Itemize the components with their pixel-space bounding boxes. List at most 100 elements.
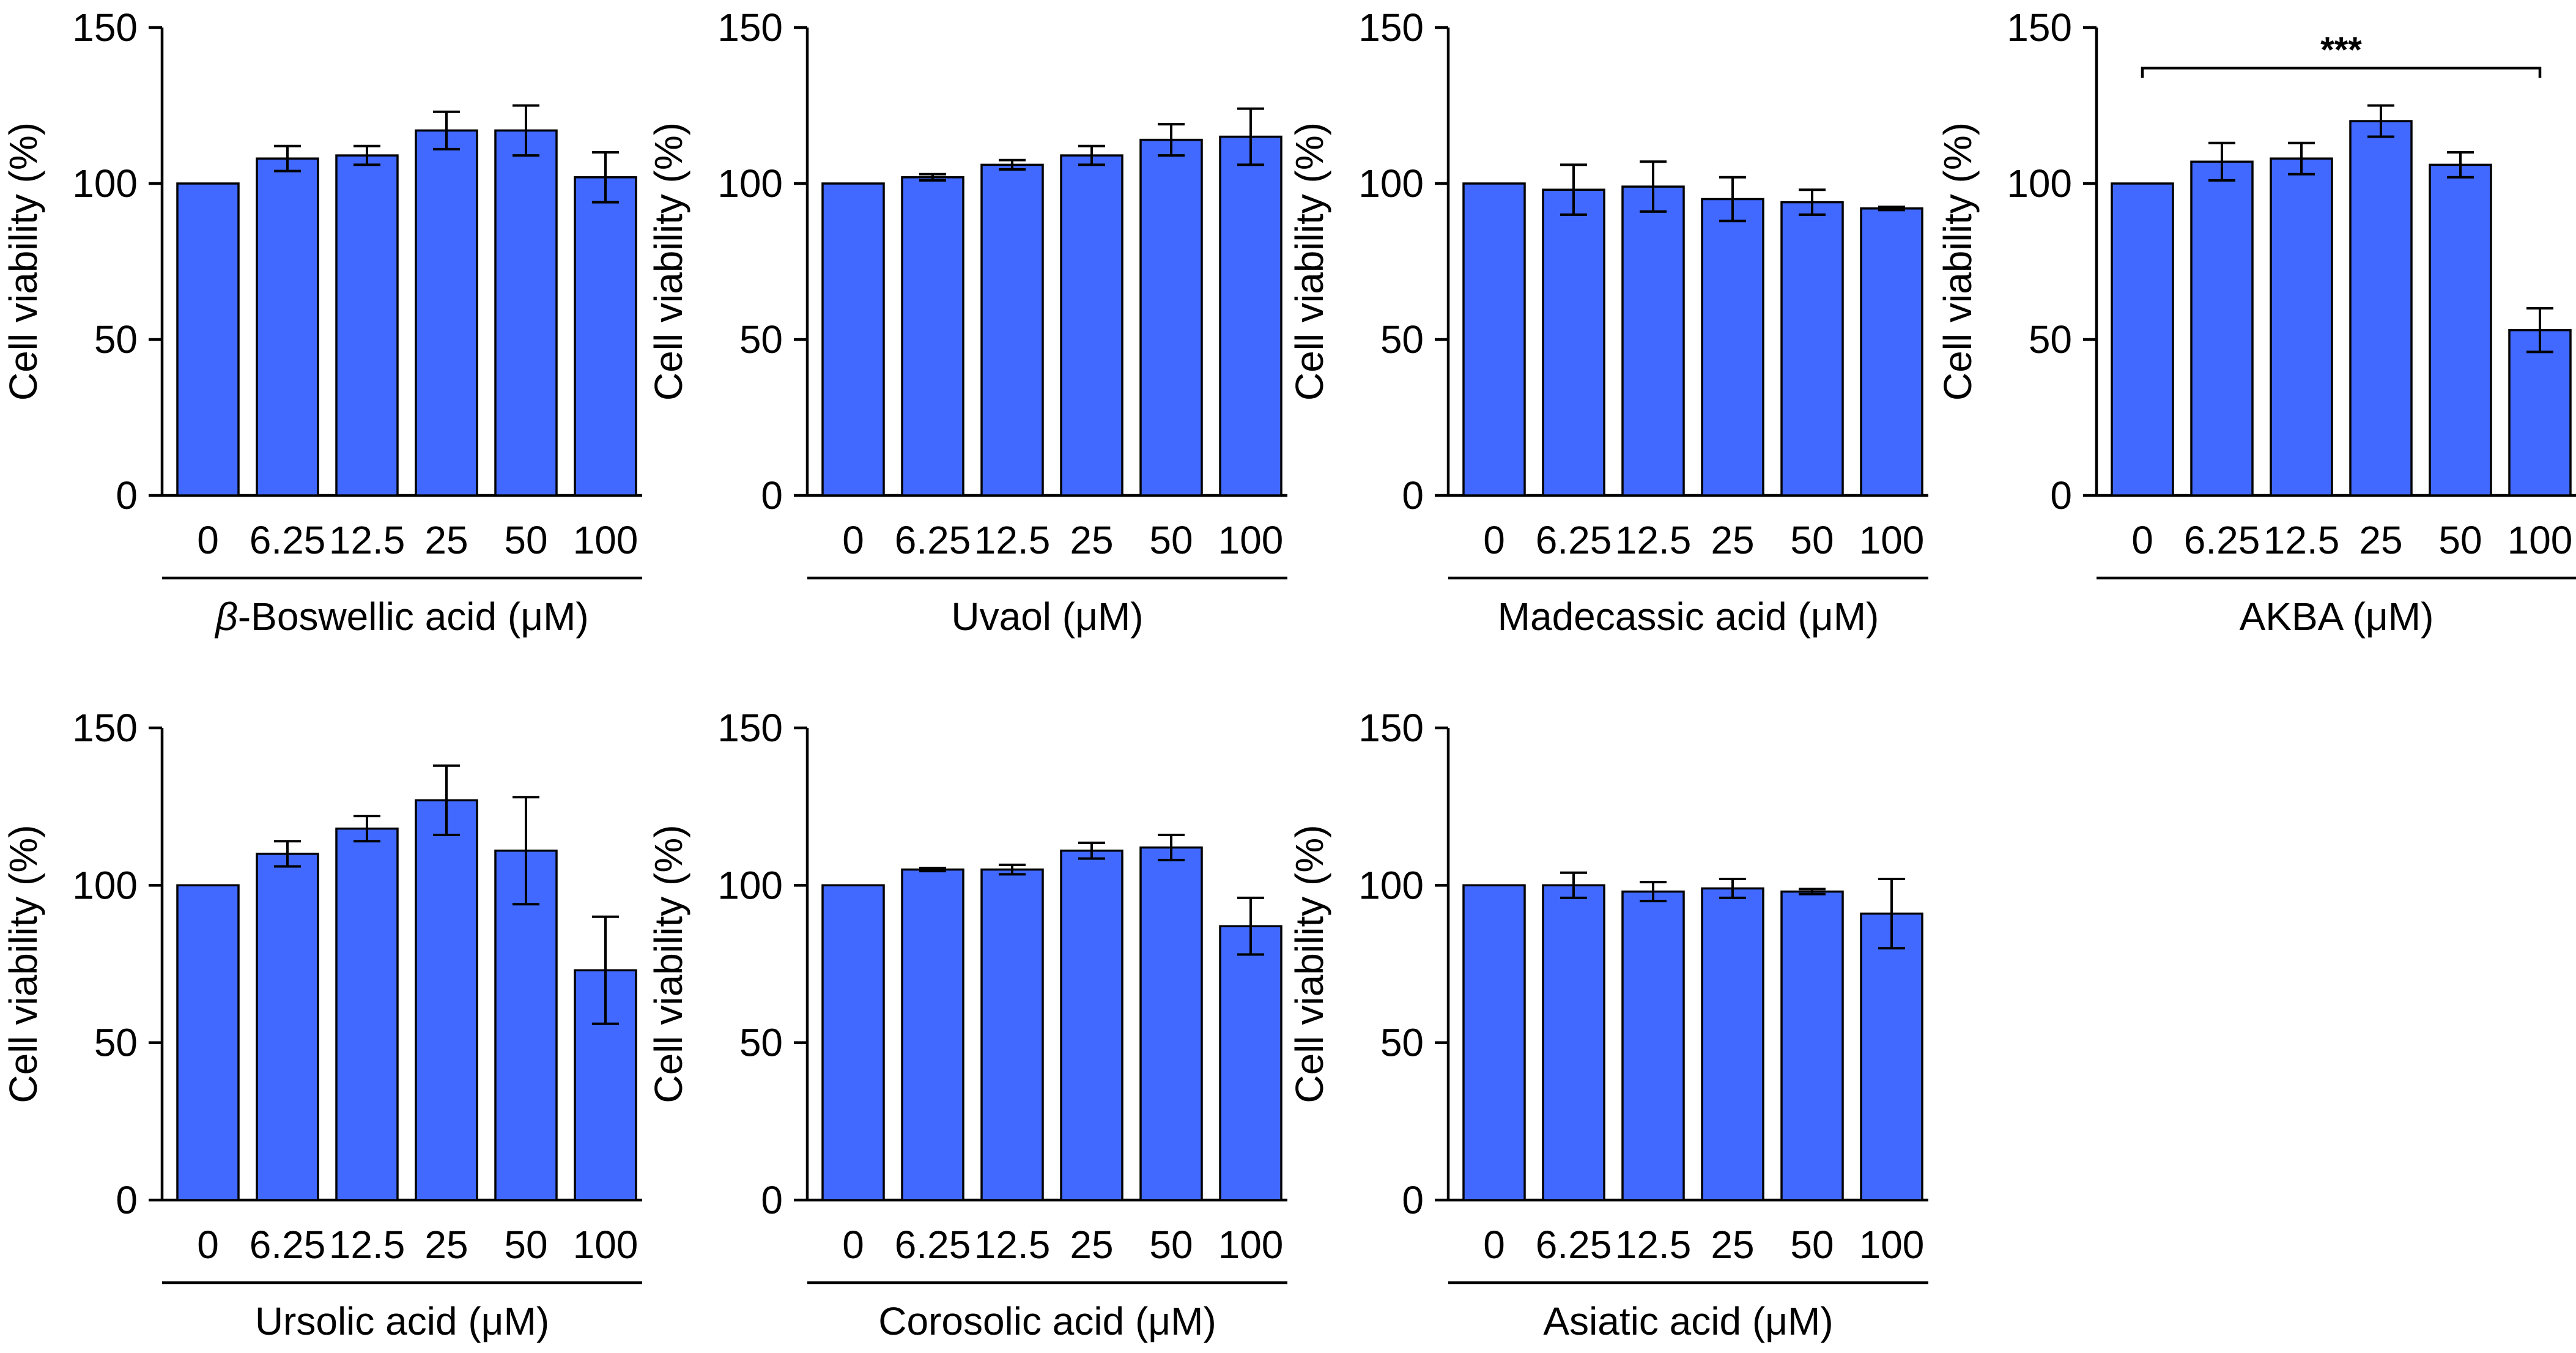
bar (1219, 925, 1282, 1201)
y-tick-label: 0 (1402, 473, 1424, 517)
x-tick-label: 50 (1149, 1223, 1193, 1267)
x-tick-label: 100 (573, 518, 638, 562)
y-axis-label: Cell viability (%) (1287, 825, 1331, 1103)
x-tick-label: 12.5 (1615, 1223, 1692, 1267)
bar (494, 849, 558, 1201)
bar (2429, 163, 2492, 497)
bar (1621, 890, 1685, 1201)
x-tick-label: 25 (1711, 518, 1754, 562)
x-tick-label: 50 (504, 1223, 547, 1267)
bar (1542, 188, 1605, 497)
y-tick-label: 50 (739, 1021, 783, 1065)
chart-panel-7: 0 50 100 150 Cell viability (%) 0 6.25 12.5 25 50… (1287, 706, 1928, 1343)
x-tick-label: 25 (1070, 518, 1113, 562)
bar (256, 853, 319, 1201)
x-tick-label: 50 (1790, 1223, 1834, 1267)
x-axis-label: Madecassic acid (μM) (1498, 595, 1879, 639)
x-tick-label: 50 (504, 518, 547, 562)
bar (1701, 198, 1764, 497)
x-tick-label: 50 (1790, 518, 1834, 562)
bar (2349, 120, 2413, 497)
bar (1860, 207, 1923, 497)
bar (1780, 201, 1844, 497)
y-tick-label: 150 (72, 706, 138, 750)
x-tick-label: 6.25 (1536, 518, 1612, 562)
chart-panel-6: 0 50 100 150 Cell viability (%) 0 6.25 12.5 25 50… (646, 706, 1287, 1343)
y-tick-label: 0 (116, 1178, 138, 1222)
y-tick-label: 150 (72, 6, 138, 50)
chart-panel-1: 0 50 100 150 Cell viability (%) 0 6.25 12.5 25 50… (1, 6, 642, 639)
y-tick-label: 100 (717, 863, 783, 907)
bar (415, 129, 478, 497)
chart-panel-3: 0 50 100 150 Cell viability (%) 0 6.25 12.5 25 50… (1287, 6, 1928, 639)
x-tick-label: 12.5 (2263, 518, 2340, 562)
x-axis-label: AKBA (μM) (2240, 595, 2434, 639)
x-tick-label: 0 (197, 518, 219, 562)
x-tick-label: 100 (573, 1223, 638, 1267)
bar (1860, 912, 1923, 1201)
x-axis-label: Corosolic acid (μM) (878, 1299, 1216, 1343)
bar (1542, 884, 1605, 1201)
x-tick-label: 100 (1218, 1223, 1284, 1267)
x-tick-label: 12.5 (329, 1223, 405, 1267)
x-tick-label: 0 (197, 1223, 219, 1267)
y-tick-label: 150 (1358, 706, 1424, 750)
x-tick-label: 25 (2359, 518, 2402, 562)
x-tick-label: 12.5 (329, 518, 405, 562)
y-tick-label: 0 (761, 473, 783, 517)
bar (2190, 160, 2254, 497)
y-tick-label: 0 (1402, 1178, 1424, 1222)
x-axis-label: β-Boswellic acid (μM) (214, 595, 588, 639)
bar (1621, 185, 1685, 497)
x-tick-label: 6.25 (895, 518, 971, 562)
x-tick-label: 50 (1149, 518, 1193, 562)
x-tick-label: 12.5 (974, 518, 1051, 562)
y-axis-label: Cell viability (%) (1287, 122, 1331, 401)
y-tick-label: 0 (116, 473, 138, 517)
y-tick-label: 100 (72, 863, 138, 907)
y-tick-label: 100 (72, 161, 138, 206)
bar (335, 827, 399, 1201)
x-tick-label: 12.5 (974, 1223, 1051, 1267)
x-tick-label: 0 (842, 518, 864, 562)
x-tick-label: 6.25 (250, 1223, 326, 1267)
chart-panel-2: 0 50 100 150 Cell viability (%) 0 6.25 12.5 25 50… (646, 6, 1287, 639)
y-tick-label: 100 (1358, 863, 1424, 907)
y-tick-label: 100 (2007, 161, 2072, 206)
bar (1139, 138, 1203, 497)
bar (176, 884, 240, 1201)
bar (1780, 890, 1844, 1201)
x-tick-label: 100 (1859, 1223, 1925, 1267)
y-axis-label: Cell viability (%) (646, 122, 690, 401)
y-tick-label: 150 (717, 706, 783, 750)
y-tick-label: 0 (761, 1178, 783, 1222)
x-tick-label: 100 (2508, 518, 2573, 562)
x-tick-label: 25 (1711, 1223, 1754, 1267)
bar (901, 868, 964, 1201)
x-tick-label: 0 (1483, 1223, 1505, 1267)
bar (256, 157, 319, 497)
bar (574, 176, 637, 497)
y-axis-label: Cell viability (%) (1, 825, 45, 1103)
bar (1219, 135, 1282, 497)
significance-bracket (2141, 67, 2542, 78)
x-tick-label: 6.25 (250, 518, 326, 562)
bar (335, 154, 399, 497)
y-tick-label: 50 (739, 317, 783, 361)
x-tick-label: 6.25 (1536, 1223, 1612, 1267)
bar (1060, 154, 1123, 497)
bar (1462, 182, 1526, 497)
y-tick-label: 100 (717, 161, 783, 206)
x-tick-label: 0 (1483, 518, 1505, 562)
chart-panel-4: 0 50 100 150 Cell viability (%) 0 6.25 12.5 25 50… (1936, 6, 2576, 639)
x-tick-label: 6.25 (895, 1223, 971, 1267)
significance-label: *** (2320, 30, 2362, 70)
y-tick-label: 50 (94, 317, 138, 361)
x-tick-label: 25 (1070, 1223, 1113, 1267)
y-tick-label: 0 (2050, 473, 2072, 517)
bar (1139, 846, 1203, 1201)
x-tick-label: 50 (2438, 518, 2482, 562)
bar (2111, 182, 2174, 497)
bar (821, 182, 885, 497)
